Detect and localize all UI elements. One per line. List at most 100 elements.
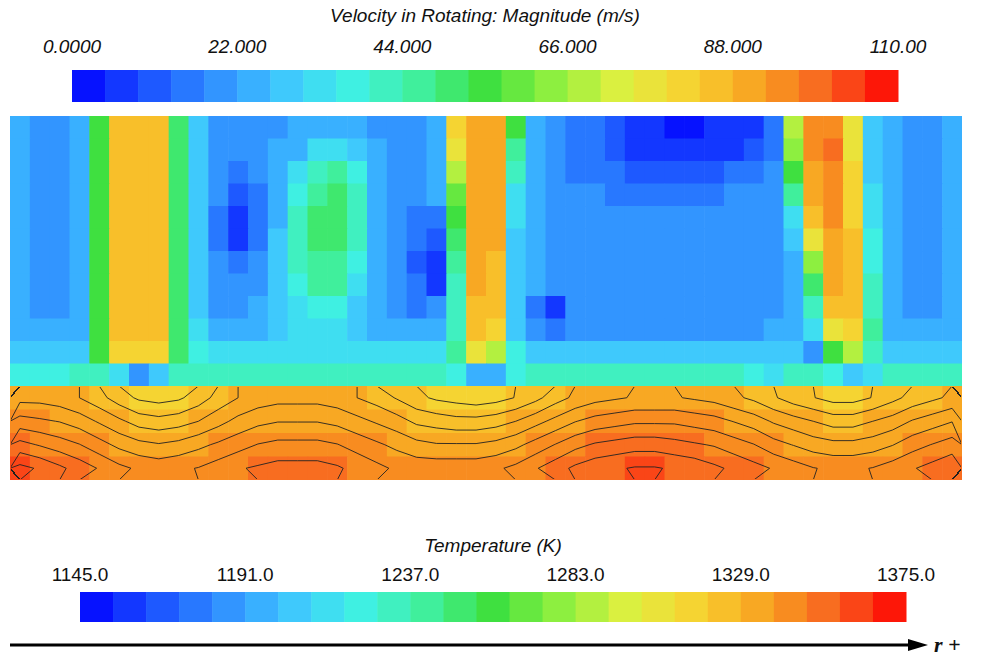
field-cell <box>764 274 784 297</box>
field-cell <box>863 457 883 481</box>
field-cell <box>149 457 169 481</box>
field-cell <box>10 206 30 229</box>
field-cell <box>208 116 228 139</box>
field-cell <box>248 251 268 274</box>
field-cell <box>684 116 704 139</box>
field-cell <box>387 341 407 364</box>
field-cell <box>347 319 367 342</box>
field-cell <box>506 364 526 387</box>
colorbar-band <box>741 592 775 622</box>
field-cell <box>387 229 407 252</box>
field-cell <box>744 161 764 184</box>
field-cell <box>30 116 50 139</box>
field-cell <box>50 274 70 297</box>
field-cell <box>863 229 883 252</box>
field-cell <box>427 116 447 139</box>
field-cell <box>823 274 843 297</box>
field-cell <box>109 319 129 342</box>
field-cell <box>605 251 625 274</box>
field-cell <box>50 457 70 481</box>
colorbar-tick-label: 66.000 <box>539 36 598 57</box>
isotherm <box>11 387 961 479</box>
field-cell <box>506 274 526 297</box>
colorbar-band <box>72 70 106 102</box>
field-cell <box>942 251 962 274</box>
field-cell <box>724 364 744 387</box>
field-cell <box>704 274 724 297</box>
field-cell <box>407 457 427 481</box>
colorbar-band <box>138 70 172 102</box>
field-cell <box>466 206 486 229</box>
field-cell <box>506 161 526 184</box>
field-cell <box>942 161 962 184</box>
field-cell <box>546 206 566 229</box>
field-cell <box>446 341 466 364</box>
field-cell <box>704 251 724 274</box>
field-cell <box>704 184 724 207</box>
field-cell <box>327 116 347 139</box>
field-cell <box>645 229 665 252</box>
colorbar-band <box>402 70 436 102</box>
field-cell <box>248 457 268 481</box>
field-cell <box>228 139 248 162</box>
field-cell <box>546 341 566 364</box>
field-cell <box>169 184 189 207</box>
field-cell <box>922 274 942 297</box>
field-cell <box>645 364 665 387</box>
field-cell <box>30 139 50 162</box>
field-cell <box>30 410 50 434</box>
field-cell <box>744 296 764 319</box>
field-cell <box>327 139 347 162</box>
isotherm <box>11 387 961 479</box>
field-cell <box>724 139 744 162</box>
field-cell <box>268 251 288 274</box>
field-cell <box>387 433 407 457</box>
field-cell <box>486 296 506 319</box>
isotherm <box>11 465 663 479</box>
colorbar-tick-label: 22.000 <box>207 36 267 57</box>
field-cell <box>784 229 804 252</box>
field-cell <box>843 184 863 207</box>
field-cell <box>367 319 387 342</box>
field-cell <box>684 139 704 162</box>
isotherm <box>11 387 961 479</box>
field-cell <box>704 364 724 387</box>
field-cell <box>724 184 744 207</box>
field-cell <box>704 319 724 342</box>
field-cell <box>526 251 546 274</box>
field-cell <box>109 364 129 387</box>
field-cell <box>367 296 387 319</box>
field-cell <box>70 251 90 274</box>
field-cell <box>427 341 447 364</box>
field-cell <box>30 341 50 364</box>
field-cell <box>565 251 585 274</box>
field-cell <box>387 274 407 297</box>
field-cell <box>89 206 109 229</box>
field-cell <box>70 161 90 184</box>
field-cell <box>50 161 70 184</box>
field-cell <box>645 251 665 274</box>
field-cell <box>50 251 70 274</box>
colorbar-band <box>311 592 345 622</box>
field-cell <box>189 341 209 364</box>
isotherm <box>11 387 961 479</box>
field-cell <box>704 296 724 319</box>
field-cell <box>387 139 407 162</box>
field-cell <box>744 341 764 364</box>
field-cell <box>169 139 189 162</box>
field-cell <box>704 410 724 434</box>
field-cell <box>427 364 447 387</box>
field-cell <box>942 457 962 481</box>
field-cell <box>803 341 823 364</box>
colorbar-band <box>270 70 304 102</box>
field-cell <box>50 116 70 139</box>
field-cell <box>89 364 109 387</box>
field-cell <box>546 410 566 434</box>
field-cell <box>803 457 823 481</box>
field-cell <box>486 184 506 207</box>
colorbar-band <box>700 70 734 102</box>
colorbar-band <box>609 592 643 622</box>
isotherm <box>11 437 961 479</box>
field-cell <box>10 229 30 252</box>
field-cell <box>208 274 228 297</box>
